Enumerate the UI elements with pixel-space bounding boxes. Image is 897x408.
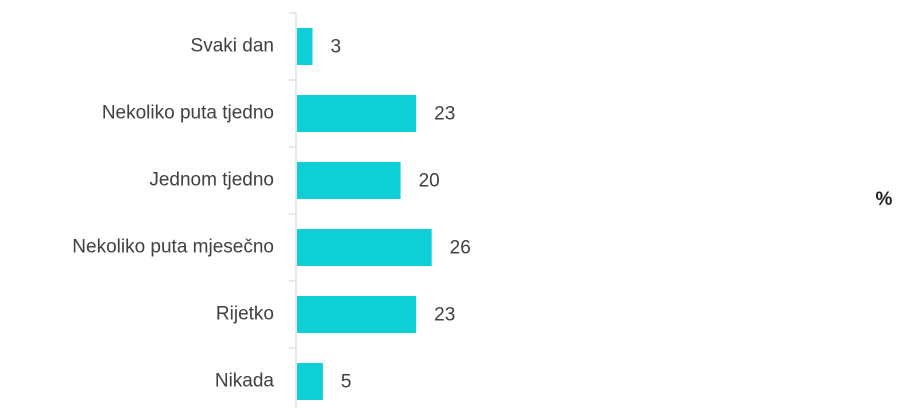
bar xyxy=(297,363,323,400)
value-label: 5 xyxy=(341,372,352,393)
category-label: Nekoliko puta mjesečno xyxy=(72,237,274,258)
value-label: 23 xyxy=(434,104,455,125)
bar xyxy=(297,95,417,132)
value-label: 3 xyxy=(331,37,342,58)
bar xyxy=(297,229,432,266)
bar xyxy=(297,296,417,333)
value-label: 20 xyxy=(419,171,440,192)
category-label: Jednom tjedno xyxy=(149,170,274,191)
value-label: 23 xyxy=(434,305,455,326)
category-label: Svaki dan xyxy=(191,36,274,57)
value-label: 26 xyxy=(450,238,471,259)
bar xyxy=(297,28,313,65)
category-label: Nikada xyxy=(215,371,275,392)
bar xyxy=(297,162,401,199)
unit-label: % xyxy=(876,189,893,210)
category-label: Rijetko xyxy=(216,304,274,325)
category-label: Nekoliko puta tjedno xyxy=(102,103,274,124)
